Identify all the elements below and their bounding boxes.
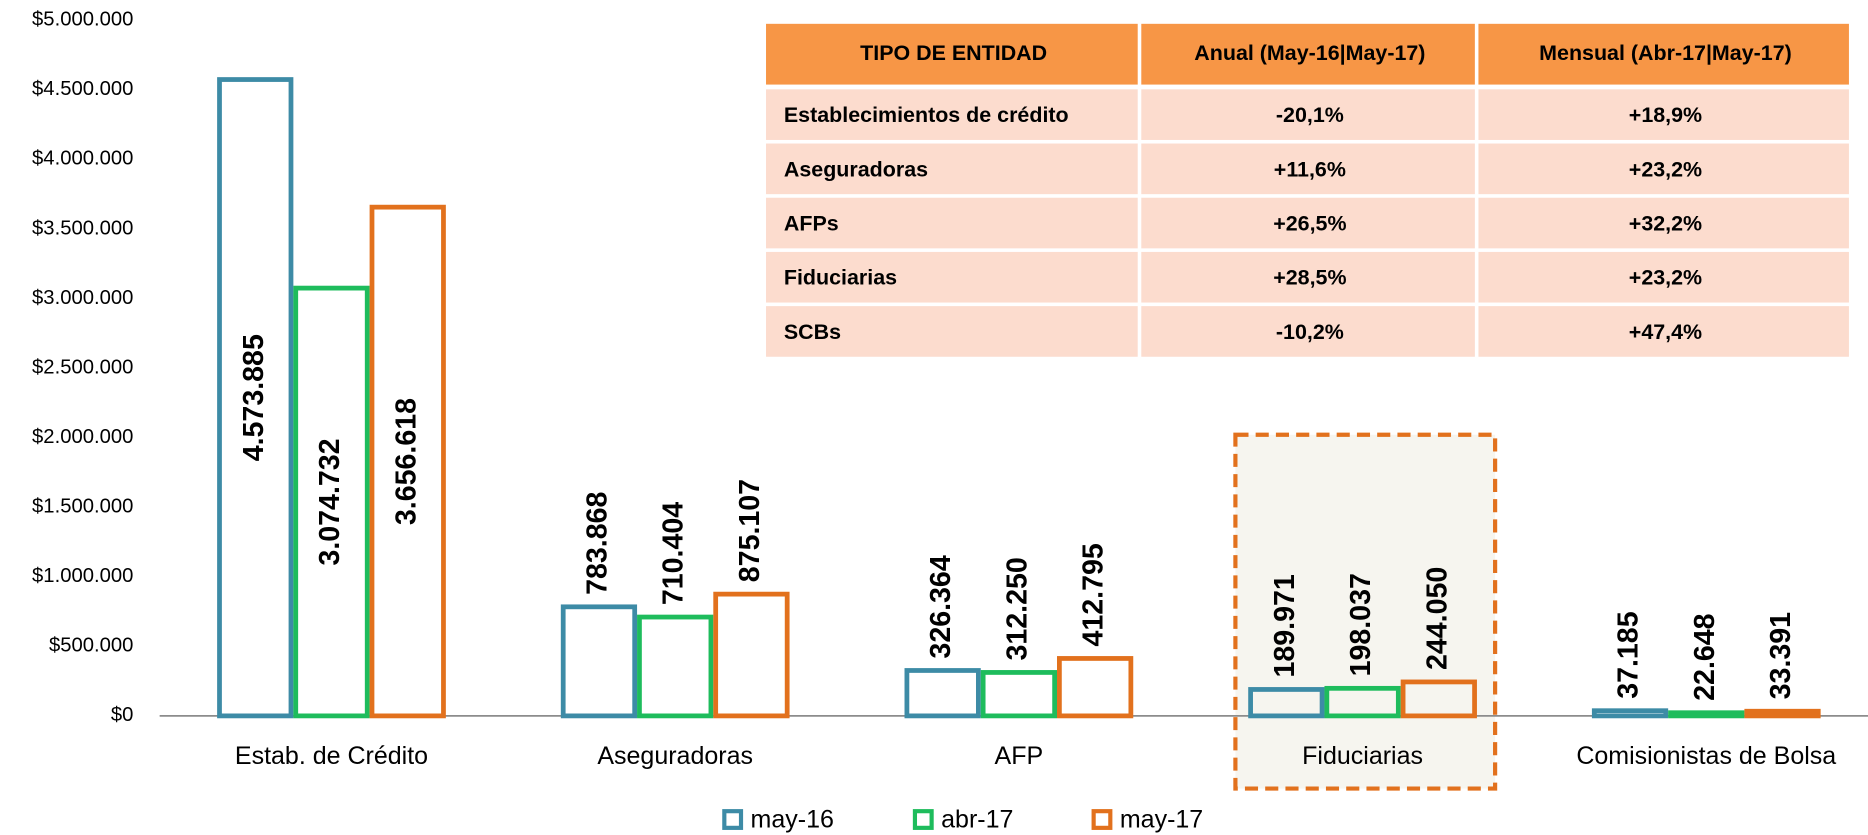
table-cell	[766, 306, 1138, 357]
table-cell-text: SCBs	[784, 320, 841, 344]
y-tick-label: $2.500.000	[32, 356, 133, 378]
bar	[713, 591, 790, 719]
table-header-cell	[1478, 23, 1849, 85]
legend-label: may-16	[751, 805, 834, 833]
table-cell	[766, 143, 1138, 195]
table-cell	[1478, 306, 1849, 357]
table-cell-text: +11,6%	[1274, 157, 1346, 181]
x-tick-label: Comisionistas de Bolsa	[1576, 742, 1836, 770]
bar	[1744, 708, 1821, 719]
legend-label: abr-17	[941, 805, 1013, 833]
value-label: 4.573.885	[238, 334, 270, 461]
table-cell	[766, 89, 1138, 140]
table-cell-text: Aseguradoras	[784, 157, 928, 181]
value-label: 3.656.618	[390, 398, 422, 525]
table-header-text: Anual (May-16|May-17)	[1194, 41, 1425, 65]
table-cell	[1478, 197, 1849, 249]
bar	[1324, 685, 1401, 719]
y-tick-label: $2.000.000	[32, 426, 133, 448]
table-cell	[1478, 251, 1849, 303]
value-label: 875.107	[734, 479, 766, 582]
table-cell	[1141, 143, 1475, 195]
bar	[1400, 679, 1477, 719]
y-tick-label: $5.000.000	[32, 9, 133, 31]
bar	[217, 77, 294, 719]
bar	[980, 670, 1058, 719]
bar	[293, 285, 370, 719]
y-tick-label: $500.000	[49, 635, 133, 657]
table-cell	[1478, 89, 1849, 140]
y-tick-label: $3.000.000	[32, 287, 133, 309]
x-tick-label: Aseguradoras	[597, 742, 753, 770]
table-cell	[1141, 251, 1475, 303]
value-label: 189.971	[1269, 574, 1301, 677]
bar	[560, 604, 638, 719]
table-cell-text: Fiduciarias	[784, 266, 897, 290]
x-tick-label: Fiduciarias	[1302, 742, 1423, 770]
table-cell-text: +32,2%	[1629, 211, 1702, 235]
value-label: 412.795	[1078, 543, 1110, 646]
table-cell-text: -10,2%	[1276, 320, 1344, 344]
table-cell-text: -20,1%	[1276, 103, 1344, 127]
table-header-text: TIPO DE ENTIDAD	[860, 41, 1047, 65]
y-tick-label: $4.500.000	[32, 78, 133, 100]
table-cell	[1141, 306, 1475, 357]
value-label: 710.404	[658, 502, 690, 605]
value-label: 244.050	[1421, 567, 1453, 670]
bar	[369, 204, 446, 719]
table-cell	[1478, 143, 1849, 195]
legend-swatch	[1091, 809, 1113, 830]
table-cell-text: +18,9%	[1629, 103, 1702, 127]
value-label: 22.648	[1689, 613, 1721, 701]
y-tick-label: $3.500.000	[32, 217, 133, 239]
table-cell	[1141, 197, 1475, 249]
table-cell-text: +26,5%	[1273, 211, 1346, 235]
value-label: 326.364	[925, 555, 957, 658]
table-cell-text: +28,5%	[1273, 266, 1346, 290]
table-cell	[766, 197, 1138, 249]
x-tick-label: Estab. de Crédito	[235, 742, 428, 770]
table-header-cell	[766, 23, 1138, 85]
y-tick-label: $1.500.000	[32, 496, 133, 518]
bar	[1591, 708, 1669, 719]
table-cell-text: Establecimientos de crédito	[784, 103, 1069, 127]
y-tick-label: $4.000.000	[32, 148, 133, 170]
value-label: 3.074.732	[314, 438, 346, 565]
y-tick-label: $1.000.000	[32, 565, 133, 587]
highlight-box	[1233, 432, 1498, 791]
table-header-text: Mensual (Abr-17|May-17)	[1539, 41, 1792, 65]
bar	[1057, 656, 1134, 719]
bar	[637, 614, 714, 719]
legend-swatch	[912, 809, 934, 830]
table-cell-text: +23,2%	[1629, 266, 1702, 290]
value-label: 37.185	[1613, 611, 1645, 699]
table-header-cell	[1141, 23, 1475, 85]
table-cell-text: +47,4%	[1629, 320, 1702, 344]
table-cell	[1141, 89, 1475, 140]
table-cell-text: +23,2%	[1629, 157, 1702, 181]
value-label: 33.391	[1765, 612, 1797, 700]
legend-swatch	[722, 809, 744, 830]
table-cell	[766, 251, 1138, 303]
y-tick-label: $0	[111, 704, 134, 726]
bar	[1248, 687, 1325, 719]
bar	[1668, 710, 1745, 719]
value-label: 783.868	[581, 492, 613, 595]
bar	[904, 668, 981, 719]
table-cell-text: AFPs	[784, 211, 839, 235]
value-label: 198.037	[1345, 573, 1377, 676]
legend-label: may-17	[1120, 805, 1203, 833]
x-tick-label: AFP	[995, 742, 1044, 770]
value-label: 312.250	[1001, 557, 1033, 660]
